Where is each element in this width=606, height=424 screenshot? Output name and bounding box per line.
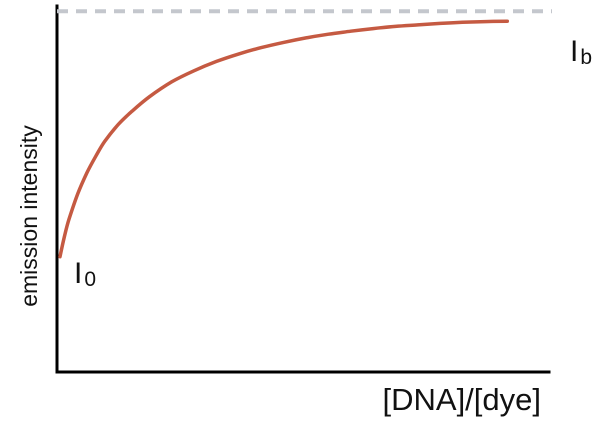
bound-intensity-symbol: I <box>570 35 578 68</box>
y-axis-label: emission intensity <box>16 125 42 307</box>
bound-intensity-subscript: b <box>580 46 592 69</box>
initial-intensity-label: I0 <box>74 257 96 291</box>
initial-intensity-subscript: 0 <box>84 268 96 291</box>
x-axis-label: [DNA]/[dye] <box>383 382 542 417</box>
binding-curve <box>58 19 510 259</box>
bound-intensity-label: Ib <box>570 35 592 69</box>
initial-intensity-symbol: I <box>74 257 82 290</box>
